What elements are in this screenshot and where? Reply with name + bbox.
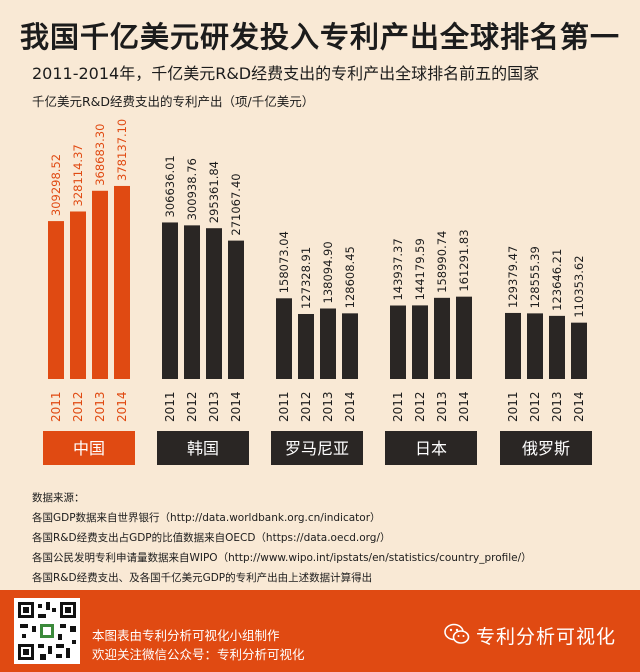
data-label: 123646.21 [550, 249, 564, 311]
year-tick-label: 2013 [93, 391, 107, 422]
source-line: 各国R&D经费支出、及各国千亿美元GDP的专利产出由上述数据计算得出 [32, 572, 373, 584]
bar [114, 185, 130, 379]
data-label: 328114.37 [71, 144, 85, 206]
bar [92, 190, 108, 379]
data-label: 128608.45 [343, 246, 357, 308]
bar [342, 313, 358, 379]
country-label-box [43, 431, 135, 465]
bar [206, 228, 222, 379]
source-line: 各国公民发明专利申请量数据来自WIPO（http://www.wipo.int/… [32, 552, 532, 564]
bar [70, 211, 86, 379]
bar [456, 296, 472, 379]
bar [320, 308, 336, 379]
year-tick-label: 2012 [71, 391, 85, 422]
data-label: 158990.74 [435, 231, 449, 293]
data-label: 295361.84 [207, 161, 221, 223]
bar [390, 305, 406, 379]
country-label-box [271, 431, 363, 465]
data-sources: 数据来源： 各国GDP数据来自世界银行（http://data.worldban… [32, 488, 612, 588]
bar [505, 312, 521, 379]
qr-code-icon [14, 598, 80, 664]
year-tick-label: 2011 [163, 391, 177, 422]
bar-chart: 309298.52 2011 328114.37 2012 368683.30 2013 3… [43, 119, 592, 465]
data-label: 368683.30 [93, 124, 107, 186]
year-tick-label: 2011 [277, 391, 291, 422]
year-tick-label: 2013 [207, 391, 221, 422]
bar [184, 225, 200, 379]
data-label: 127328.91 [299, 247, 313, 309]
bar [298, 313, 314, 379]
data-label: 161291.83 [457, 229, 471, 291]
country-label-box [157, 431, 249, 465]
country-label-box [385, 431, 477, 465]
country-label: 日本 [415, 439, 447, 458]
bar [527, 313, 543, 379]
year-tick-label: 2014 [572, 391, 586, 422]
year-tick-label: 2014 [457, 391, 471, 422]
data-label: 128555.39 [528, 246, 542, 308]
year-tick-label: 2013 [550, 391, 564, 422]
footer-line-2: 欢迎关注微信公众号：专利分析可视化 [92, 647, 305, 662]
year-tick-label: 2014 [343, 391, 357, 422]
data-label: 138094.90 [321, 241, 335, 303]
footer-banner: 本图表由专利分析可视化小组制作 欢迎关注微信公众号：专利分析可视化 专利分析可视… [0, 590, 640, 672]
data-label: 306636.01 [163, 155, 177, 217]
data-label: 309298.52 [49, 154, 63, 216]
data-label: 271067.40 [229, 173, 243, 235]
bar [276, 298, 292, 379]
data-label: 158073.04 [277, 231, 291, 293]
year-tick-label: 2014 [229, 391, 243, 422]
year-tick-label: 2013 [321, 391, 335, 422]
footer-credit: 本图表由专利分析可视化小组制作 欢迎关注微信公众号：专利分析可视化 [92, 626, 305, 664]
country-label-box [500, 431, 592, 465]
year-tick-label: 2011 [506, 391, 520, 422]
year-tick-label: 2012 [299, 391, 313, 422]
source-line: 各国R&D经费支出占GDP的比值数据来自OECD（https://data.oe… [32, 532, 391, 544]
source-line: 各国GDP数据来自世界银行（http://data.worldbank.org.… [32, 512, 381, 524]
year-tick-label: 2014 [115, 391, 129, 422]
page-title: 我国千亿美元研发投入专利产出全球排名第一 [19, 20, 620, 54]
page-subtitle: 2011-2014年，千亿美元R&D经费支出的专利产出全球排名前五的国家 [32, 64, 540, 83]
data-label: 110353.62 [572, 255, 586, 317]
footer-brand: 专利分析可视化 [476, 626, 617, 648]
country-label: 韩国 [187, 439, 219, 458]
year-tick-label: 2012 [528, 391, 542, 422]
footer-line-1: 本图表由专利分析可视化小组制作 [92, 628, 280, 643]
unit-label: 千亿美元R&D经费支出的专利产出（项/千亿美元） [32, 94, 315, 109]
sources-heading: 数据来源： [32, 492, 85, 504]
bar [162, 222, 178, 379]
year-tick-label: 2011 [391, 391, 405, 422]
year-tick-label: 2011 [49, 391, 63, 422]
country-label: 罗马尼亚 [285, 439, 349, 458]
year-tick-label: 2013 [435, 391, 449, 422]
year-tick-label: 2012 [413, 391, 427, 422]
data-label: 144179.59 [413, 238, 427, 300]
bar [228, 240, 244, 379]
bar [412, 305, 428, 379]
wechat-icon [444, 623, 470, 644]
country-label: 俄罗斯 [522, 439, 570, 458]
data-label: 378137.10 [115, 119, 129, 181]
bar [434, 297, 450, 379]
bar [549, 315, 565, 379]
bar [48, 221, 64, 379]
data-label: 300938.76 [185, 158, 199, 220]
bar [571, 322, 587, 379]
data-label: 129379.47 [506, 246, 520, 308]
data-label: 143937.37 [391, 238, 405, 300]
country-label: 中国 [73, 439, 105, 458]
year-tick-label: 2012 [185, 391, 199, 422]
